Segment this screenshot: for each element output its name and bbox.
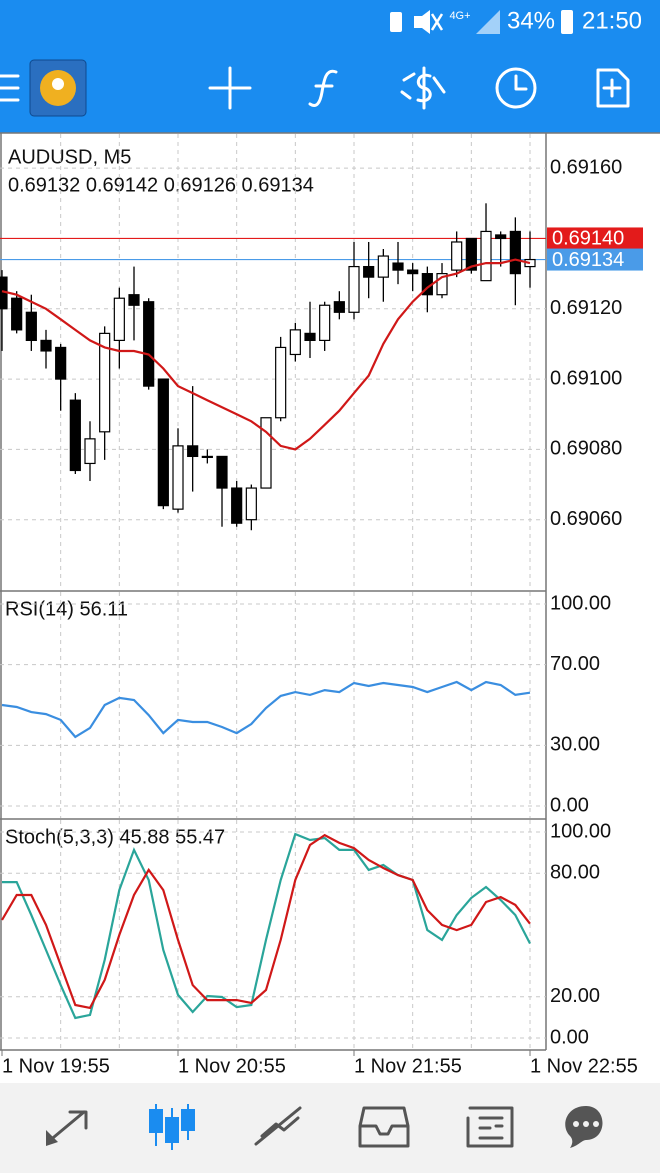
candle-body (128, 294, 140, 306)
candle-body (392, 262, 404, 271)
candle-body (319, 304, 331, 342)
y-tick-label: 0.00 (550, 1026, 589, 1048)
y-tick-label: 0.69120 (550, 297, 622, 319)
candle-body (363, 265, 375, 278)
price-label-box (547, 227, 643, 250)
candle-body (451, 241, 463, 271)
candle-body (245, 487, 257, 521)
indicator-line (2, 832, 531, 1020)
nav-chat[interactable] (565, 1106, 603, 1148)
indicator-line (1, 258, 531, 451)
y-tick-label: 0.00 (550, 794, 589, 816)
candle-body (157, 378, 169, 507)
y-tick-label: 0.69160 (550, 156, 622, 178)
candle-body (436, 273, 448, 296)
panel-title: AUDUSD, M5 (8, 146, 131, 168)
candle-body (480, 230, 492, 282)
candle-body (333, 301, 345, 313)
candle-body (201, 455, 213, 459)
bottom-nav (0, 1083, 660, 1173)
candle-body (465, 237, 477, 271)
candle-body (304, 332, 316, 342)
x-tick-label: 1 Nov 22:55 (530, 1055, 638, 1077)
y-tick-label: 100.00 (550, 820, 611, 842)
indicator-line (1, 833, 531, 1010)
period-button[interactable] (495, 67, 537, 109)
candle-body (260, 417, 272, 489)
y-tick-label: 80.00 (550, 861, 600, 883)
indicator-line (1, 680, 531, 739)
ohlc-values: 0.69132 0.69142 0.69126 0.69134 (8, 174, 314, 196)
nav-chart[interactable] (149, 1104, 195, 1150)
y-tick-label: 20.00 (550, 985, 600, 1007)
y-tick-label: 30.00 (550, 734, 600, 756)
x-tick-label: 1 Nov 19:55 (2, 1055, 110, 1077)
nav-history[interactable] (358, 1106, 410, 1148)
y-tick-label: 0.69100 (550, 367, 622, 389)
candle-body (348, 265, 360, 313)
price-label: 0.69140 (552, 228, 624, 250)
candle-body (99, 332, 111, 433)
indicators-button[interactable] (308, 69, 338, 107)
y-tick-label: 100.00 (550, 592, 611, 614)
nav-trade[interactable] (254, 1106, 302, 1146)
price-label-box (547, 248, 643, 271)
x-tick-label: 1 Nov 20:55 (178, 1055, 286, 1077)
y-tick-label: 70.00 (550, 653, 600, 675)
x-tick-label: 1 Nov 21:55 (354, 1055, 462, 1077)
y-tick-label: 0.69080 (550, 438, 622, 460)
candle-body (84, 438, 96, 465)
candle-body (377, 255, 389, 278)
candle-body (275, 346, 287, 419)
candle-body (407, 269, 419, 275)
price-label: 0.69134 (552, 249, 624, 271)
chart-area (0, 133, 660, 1083)
candle-body (524, 258, 536, 268)
new-order-button[interactable] (596, 68, 630, 108)
candle-body (25, 311, 37, 342)
candle-body (289, 329, 301, 356)
candle-body (113, 297, 125, 342)
candle-body (172, 445, 184, 510)
clock: 21:50 (582, 7, 642, 34)
panel-title: RSI(14) 56.11 (5, 598, 128, 620)
battery: 34% (507, 7, 555, 34)
y-tick-label: 0.69060 (550, 508, 622, 530)
app-bar (0, 0, 660, 133)
trade-button[interactable] (400, 66, 446, 110)
network: 4G+ (449, 10, 470, 22)
candle-body (11, 297, 23, 331)
plots: AUDUSD, M5 0.69132 0.69142 0.69126 0.6913… (0, 134, 643, 1077)
candle-body (69, 399, 81, 472)
candle-body (509, 230, 521, 275)
app-logo[interactable] (29, 59, 87, 117)
candle-body (216, 455, 228, 489)
candle-body (40, 339, 52, 352)
status-icons (390, 10, 573, 34)
candle-body (187, 445, 199, 458)
nav-quotes[interactable] (46, 1110, 88, 1146)
menu-button[interactable] (0, 74, 20, 102)
panel-title: Stoch(5,3,3) 45.88 55.47 (5, 826, 225, 848)
nav-news[interactable] (466, 1106, 514, 1148)
candle-body (231, 487, 243, 524)
candle-body (143, 301, 155, 387)
candle-body (55, 346, 67, 380)
crosshair-button[interactable] (208, 66, 252, 110)
candle-body (495, 234, 507, 240)
